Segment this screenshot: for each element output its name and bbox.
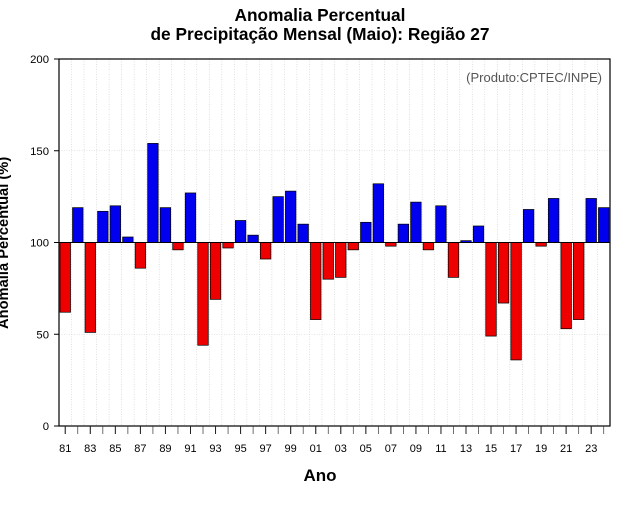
svg-text:87: 87	[134, 443, 146, 455]
svg-text:03: 03	[335, 443, 347, 455]
svg-text:100: 100	[30, 238, 49, 250]
svg-text:01: 01	[310, 443, 322, 455]
svg-text:89: 89	[159, 443, 171, 455]
svg-text:19: 19	[535, 443, 547, 455]
svg-text:13: 13	[460, 443, 472, 455]
svg-text:0: 0	[43, 421, 49, 433]
svg-text:15: 15	[485, 443, 497, 455]
svg-text:07: 07	[385, 443, 397, 455]
svg-text:17: 17	[510, 443, 522, 455]
svg-text:50: 50	[36, 329, 49, 341]
svg-text:97: 97	[259, 443, 271, 455]
svg-text:09: 09	[410, 443, 422, 455]
svg-text:150: 150	[30, 146, 49, 158]
svg-text:23: 23	[585, 443, 597, 455]
svg-text:93: 93	[209, 443, 221, 455]
svg-text:11: 11	[435, 443, 446, 455]
svg-text:91: 91	[184, 443, 196, 455]
svg-text:05: 05	[360, 443, 372, 455]
svg-text:99: 99	[285, 443, 297, 455]
svg-text:83: 83	[84, 443, 96, 455]
svg-text:85: 85	[109, 443, 121, 455]
svg-text:95: 95	[234, 443, 246, 455]
svg-text:81: 81	[59, 443, 71, 455]
svg-text:200: 200	[30, 54, 49, 66]
svg-text:21: 21	[560, 443, 572, 455]
